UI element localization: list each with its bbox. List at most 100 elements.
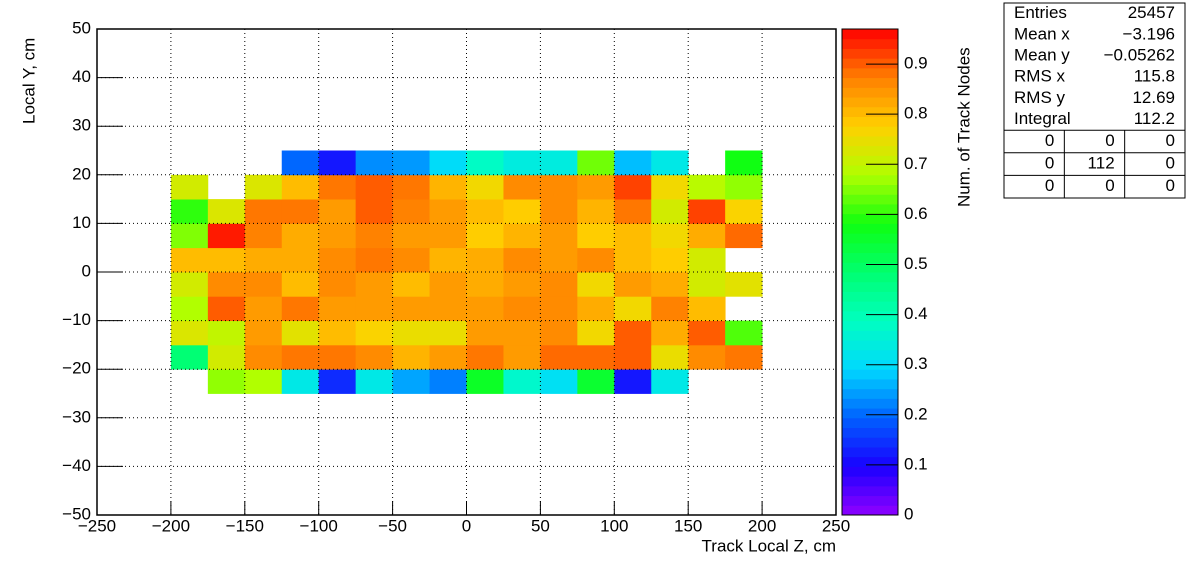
cell xyxy=(207,344,246,370)
colorbar-step xyxy=(842,378,898,390)
cell xyxy=(318,320,357,346)
cell xyxy=(466,272,504,297)
colorbar-step xyxy=(842,213,898,224)
cell xyxy=(540,296,578,321)
cell xyxy=(725,344,763,370)
colorbar-step xyxy=(842,97,898,108)
cell xyxy=(170,272,209,297)
y-tick-label: −40 xyxy=(62,456,91,475)
colorbar-step xyxy=(842,272,898,283)
stats-name: RMS y xyxy=(1014,88,1066,107)
cell xyxy=(466,174,504,200)
stats-name: Mean x xyxy=(1014,24,1070,43)
cell xyxy=(281,199,320,224)
cell xyxy=(503,150,541,176)
cell xyxy=(281,369,320,394)
cell xyxy=(170,247,209,273)
cell xyxy=(466,247,504,273)
cell xyxy=(503,174,541,200)
y-tick-label: 0 xyxy=(82,261,91,280)
cell xyxy=(614,174,652,200)
colorbar-step xyxy=(842,67,898,79)
cell xyxy=(207,296,246,321)
cell xyxy=(318,272,357,297)
stats-name: Mean y xyxy=(1014,45,1070,64)
cell xyxy=(281,174,320,200)
x-tick-label: −50 xyxy=(378,516,407,535)
cell xyxy=(392,199,430,224)
cell xyxy=(207,320,246,346)
x-tick-label: −250 xyxy=(78,516,116,535)
y-tick-label: 40 xyxy=(72,67,91,86)
colorbar-step xyxy=(842,135,898,147)
colorbar-step xyxy=(842,408,898,419)
x-tick-label: 150 xyxy=(674,516,702,535)
cell xyxy=(577,199,615,224)
cell xyxy=(318,174,357,200)
z-tick-label: 0.1 xyxy=(904,454,928,473)
z-tick-label: 0.9 xyxy=(904,54,928,73)
cell xyxy=(577,174,615,200)
stats-cell: 112 xyxy=(1088,154,1115,173)
colorbar-step xyxy=(842,330,898,341)
cell xyxy=(392,272,430,297)
cell xyxy=(355,247,393,273)
stats-name: Entries xyxy=(1014,3,1067,22)
cell xyxy=(540,174,578,200)
cell xyxy=(688,247,726,273)
cell xyxy=(614,150,652,176)
cell xyxy=(244,223,283,249)
cell xyxy=(429,272,467,297)
cell xyxy=(244,320,283,346)
cell xyxy=(392,320,430,346)
y-tick-label: −50 xyxy=(62,504,91,523)
stats-name: Integral xyxy=(1014,109,1071,128)
cell xyxy=(355,199,393,224)
cell xyxy=(392,174,430,200)
y-tick-label: 20 xyxy=(72,164,91,183)
cell xyxy=(503,320,541,346)
cell xyxy=(207,247,246,273)
cell xyxy=(651,150,689,176)
cell xyxy=(725,320,763,346)
cell xyxy=(170,296,209,321)
cell xyxy=(540,150,578,176)
cell xyxy=(614,320,652,346)
cell xyxy=(281,320,320,346)
cell xyxy=(540,320,578,346)
cell xyxy=(429,320,467,346)
cell xyxy=(355,223,393,249)
z-tick-label: 0.6 xyxy=(904,204,928,223)
cell xyxy=(466,369,504,394)
cell xyxy=(503,344,541,370)
colorbar-step xyxy=(842,252,898,263)
cell xyxy=(392,223,430,249)
cell xyxy=(577,272,615,297)
cell xyxy=(577,247,615,273)
z-tick-label: 0.3 xyxy=(904,354,928,373)
cell xyxy=(244,369,283,394)
cell xyxy=(392,369,430,394)
colorbar-step xyxy=(842,437,898,448)
cell xyxy=(725,272,763,297)
cell xyxy=(725,223,763,249)
colorbar-step xyxy=(842,340,898,351)
cell xyxy=(355,344,393,370)
stats-frame xyxy=(1003,2,1186,199)
cell xyxy=(614,247,652,273)
x-tick-label: 200 xyxy=(748,516,776,535)
cell xyxy=(577,320,615,346)
colorbar-step xyxy=(842,145,898,156)
cell xyxy=(355,369,393,394)
cell xyxy=(244,174,283,200)
cell xyxy=(540,369,578,394)
cell xyxy=(244,344,283,370)
cell xyxy=(429,223,467,249)
cell xyxy=(651,272,689,297)
cell xyxy=(318,150,357,176)
cell xyxy=(688,272,726,297)
stats-cell: 0 xyxy=(1166,176,1175,195)
colorbar-step xyxy=(842,446,898,458)
colorbar-step xyxy=(842,116,898,127)
cell xyxy=(318,199,357,224)
